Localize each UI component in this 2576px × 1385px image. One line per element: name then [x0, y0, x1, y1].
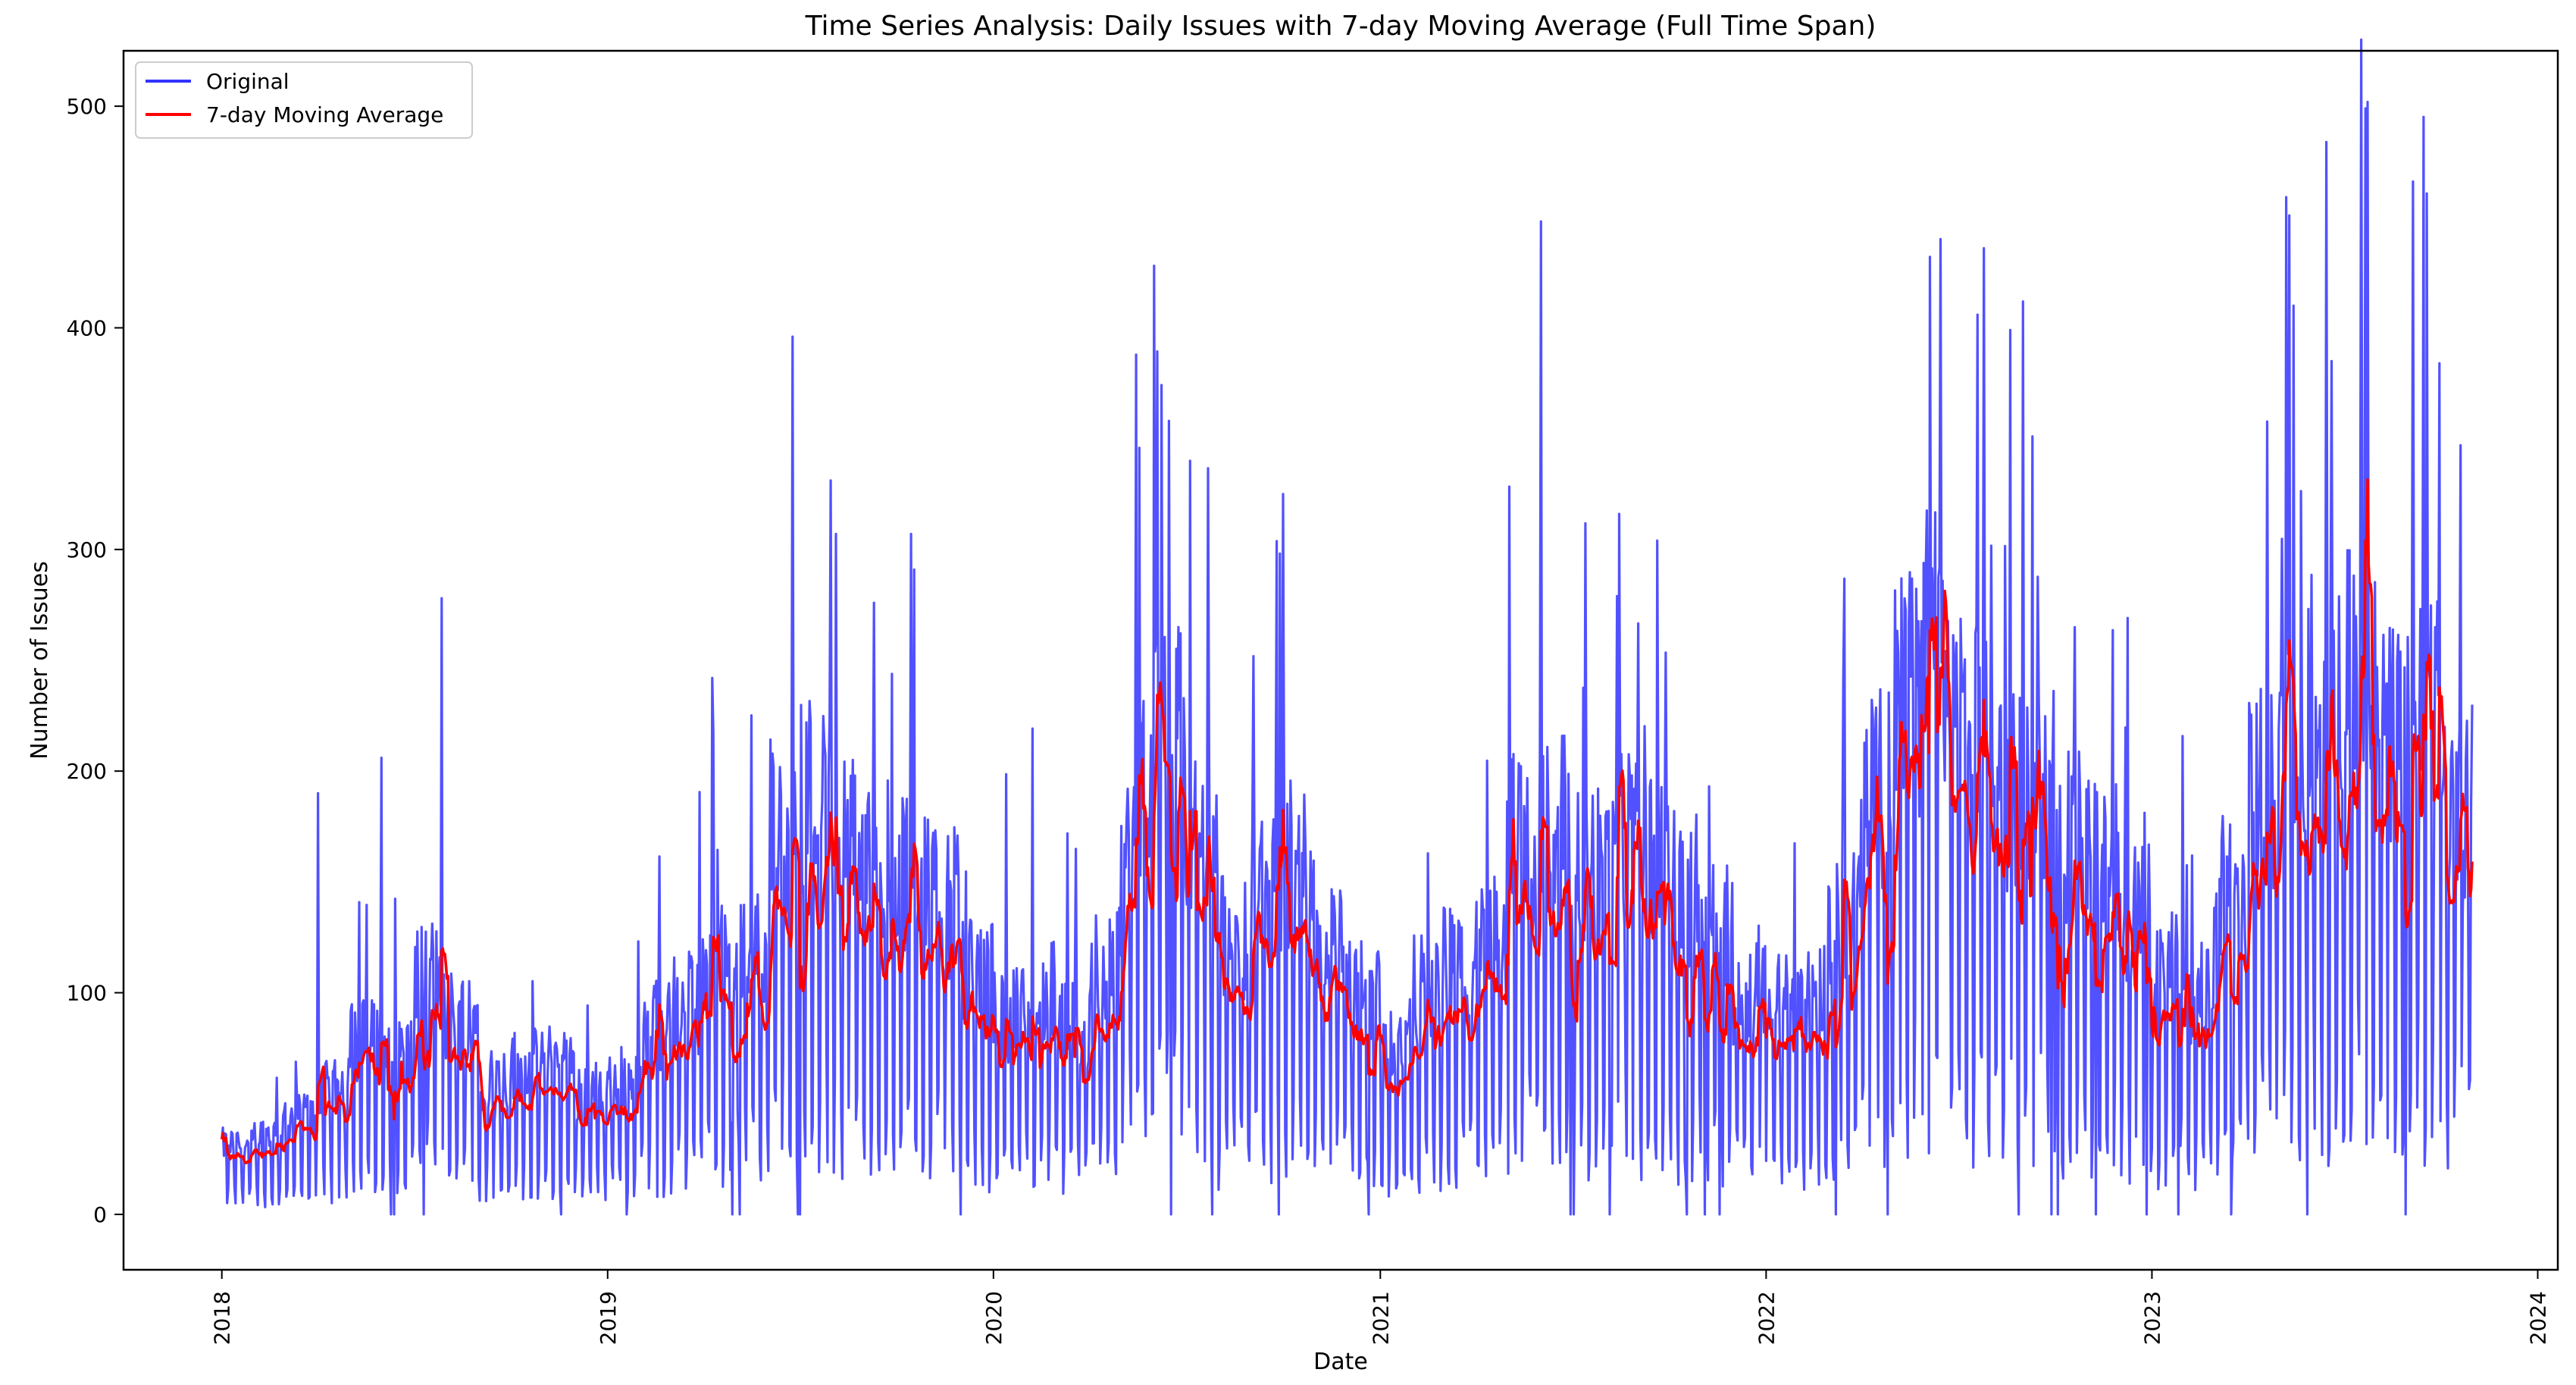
y-tick-label-0: 0 — [93, 1202, 107, 1227]
y-tick-label-300: 300 — [67, 537, 107, 562]
x-tick-label-2019: 2019 — [596, 1291, 621, 1345]
chart-title: Time Series Analysis: Daily Issues with … — [805, 11, 1876, 42]
x-tick-label-2022: 2022 — [1754, 1291, 1779, 1345]
legend-label-moving-average: 7-day Moving Average — [206, 102, 443, 127]
y-tick-label-100: 100 — [67, 981, 107, 1006]
x-tick-label-2021: 2021 — [1368, 1291, 1393, 1345]
axes: 2018 2019 2020 2021 2022 2023 2024 0 100 200 300 40… — [67, 94, 2551, 1345]
x-tick-label-2024: 2024 — [2526, 1291, 2551, 1345]
series-line-moving-average — [220, 478, 2474, 1164]
y-tick-label-500: 500 — [67, 94, 107, 119]
y-axis-label: Number of Issues — [27, 561, 53, 760]
legend-box — [135, 61, 473, 139]
plot-area — [220, 38, 2474, 1216]
legend-label-original: Original — [206, 69, 290, 94]
plot-frame — [122, 49, 2559, 1271]
y-tick-label-200: 200 — [67, 759, 107, 784]
x-tick-label-2018: 2018 — [210, 1291, 235, 1345]
x-tick-label-2020: 2020 — [981, 1291, 1006, 1345]
x-axis-label: Date — [1313, 1349, 1368, 1375]
series-line-original — [221, 38, 2474, 1216]
legend: Original 7-day Moving Average — [135, 61, 473, 139]
y-tick-label-400: 400 — [67, 315, 107, 340]
x-tick-label-2023: 2023 — [2139, 1291, 2164, 1345]
